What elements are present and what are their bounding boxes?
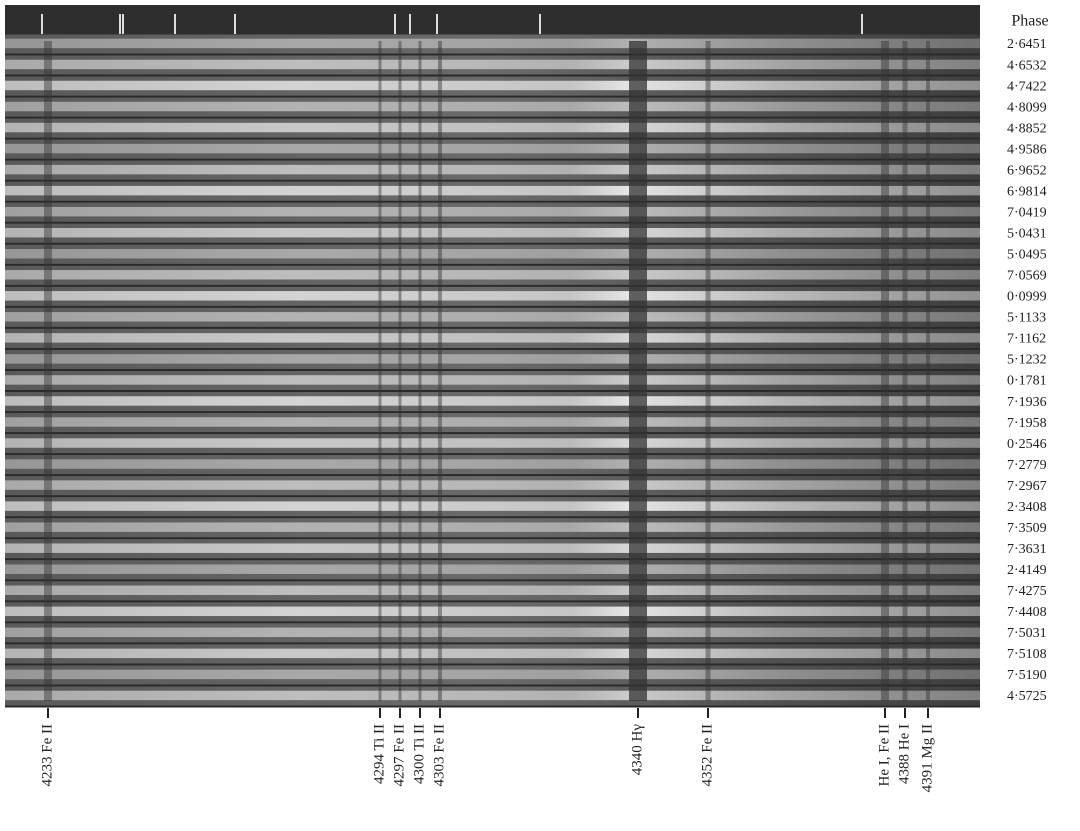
spectrum-rows — [5, 34, 980, 707]
phase-header: Phase — [1011, 13, 1048, 30]
spectrum-row-light — [5, 144, 980, 153]
line-label: 4233 Fe II — [39, 724, 55, 787]
spectrum-row-light — [5, 649, 980, 658]
absorption-line — [706, 41, 711, 701]
spectrogram-figure: Phase 2·6451 4·6532 4·7422 4·8099 4·8852 4·95… — [0, 0, 1080, 831]
phase-label: 7·4408 — [1007, 605, 1047, 620]
spectrum-row-light — [5, 670, 980, 679]
phase-label: 4·8099 — [1007, 100, 1047, 115]
phase-label: 7·2779 — [1007, 458, 1047, 473]
spectrum-row-light — [5, 81, 980, 90]
line-label: 4352 Fe II — [699, 724, 715, 787]
spectrum-row-light — [5, 501, 980, 510]
spectrum-row-light — [5, 270, 980, 279]
spectrum-row-light — [5, 186, 980, 195]
absorption-line — [399, 41, 402, 701]
spectrum-row-light — [5, 543, 980, 552]
phase-label: 7·5190 — [1007, 668, 1047, 683]
page: Phase 2·6451 4·6532 4·7422 4·8099 4·8852 4·95… — [0, 0, 1080, 831]
spectrum-row-light — [5, 60, 980, 69]
spectrum-row-light — [5, 522, 980, 531]
spectrum-row-light — [5, 207, 980, 216]
phase-label: 4·8852 — [1007, 121, 1047, 136]
phase-label: 7·5031 — [1007, 626, 1047, 641]
phase-label: 7·1936 — [1007, 395, 1047, 410]
spectrum-row-light — [5, 586, 980, 595]
phase-label: 5·1232 — [1007, 353, 1047, 368]
phase-label: 6·9652 — [1007, 163, 1047, 178]
phase-label: 7·2967 — [1007, 479, 1047, 494]
absorption-line — [419, 41, 422, 701]
phase-label: 5·0495 — [1007, 248, 1047, 263]
spectrum-row-light — [5, 628, 980, 637]
phase-label: 4·7422 — [1007, 79, 1047, 94]
spectrum-row-light — [5, 291, 980, 300]
spectrum-row-light — [5, 333, 980, 342]
phase-label: 0·0999 — [1007, 290, 1047, 305]
absorption-line — [903, 41, 908, 701]
line-label: 4294 Ti II — [371, 724, 387, 784]
phase-label: 4·9586 — [1007, 142, 1047, 157]
spectrum-row-light — [5, 691, 980, 700]
spectrum-row-light — [5, 354, 980, 363]
absorption-line — [926, 41, 930, 701]
absorption-line — [44, 41, 52, 701]
phase-label: 7·1958 — [1007, 416, 1047, 431]
phase-label: 2·4149 — [1007, 563, 1047, 578]
phase-label: 7·3631 — [1007, 542, 1047, 557]
line-label: 4300 Ti II — [411, 724, 427, 784]
spectrum-row-light — [5, 249, 980, 258]
absorption-line — [438, 41, 442, 701]
spectrum-row-light — [5, 39, 980, 48]
phase-label: 6·9814 — [1007, 184, 1047, 199]
spectrum-row-light — [5, 564, 980, 573]
absorption-line — [379, 41, 382, 701]
phase-label: 7·0419 — [1007, 205, 1047, 220]
phase-label: 4·5725 — [1007, 689, 1047, 704]
spectrum-row-light — [5, 417, 980, 426]
spectrum-row-light — [5, 607, 980, 616]
line-label: He I, Fe II — [876, 724, 892, 786]
phase-label: 7·3509 — [1007, 521, 1047, 536]
line-label: 4297 Fe II — [391, 724, 407, 787]
phase-label: 7·4275 — [1007, 584, 1047, 599]
spectrum-row-light — [5, 438, 980, 447]
spectrum-row-light — [5, 123, 980, 132]
spectrum-row-light — [5, 165, 980, 174]
spectrum-row-light — [5, 459, 980, 468]
phase-label: 5·1133 — [1007, 311, 1046, 326]
absorption-line — [881, 41, 889, 701]
absorption-line — [629, 41, 647, 701]
phase-label: 2·3408 — [1007, 500, 1047, 515]
spectrum-row-light — [5, 396, 980, 405]
line-label: 4388 He I — [896, 724, 912, 784]
phase-label: 0·2546 — [1007, 437, 1047, 452]
spectrum-row-light — [5, 375, 980, 384]
line-label: 4391 Mg II — [919, 724, 935, 792]
phase-label: 7·1162 — [1007, 332, 1046, 347]
spectrum-row-light — [5, 312, 980, 321]
phase-label: 4·6532 — [1007, 58, 1047, 73]
spectrum-row-light — [5, 480, 980, 489]
spectrum-row-light — [5, 228, 980, 237]
spectrum-row-light — [5, 102, 980, 111]
phase-label: 7·0569 — [1007, 269, 1047, 284]
phase-label: 2·6451 — [1007, 37, 1047, 52]
line-label: 4303 Fe II — [431, 724, 447, 787]
phase-label: 5·0431 — [1007, 227, 1047, 242]
phase-label: 7·5108 — [1007, 647, 1047, 662]
phase-label: 0·1781 — [1007, 374, 1047, 389]
line-label: 4340 Hγ — [629, 724, 645, 776]
